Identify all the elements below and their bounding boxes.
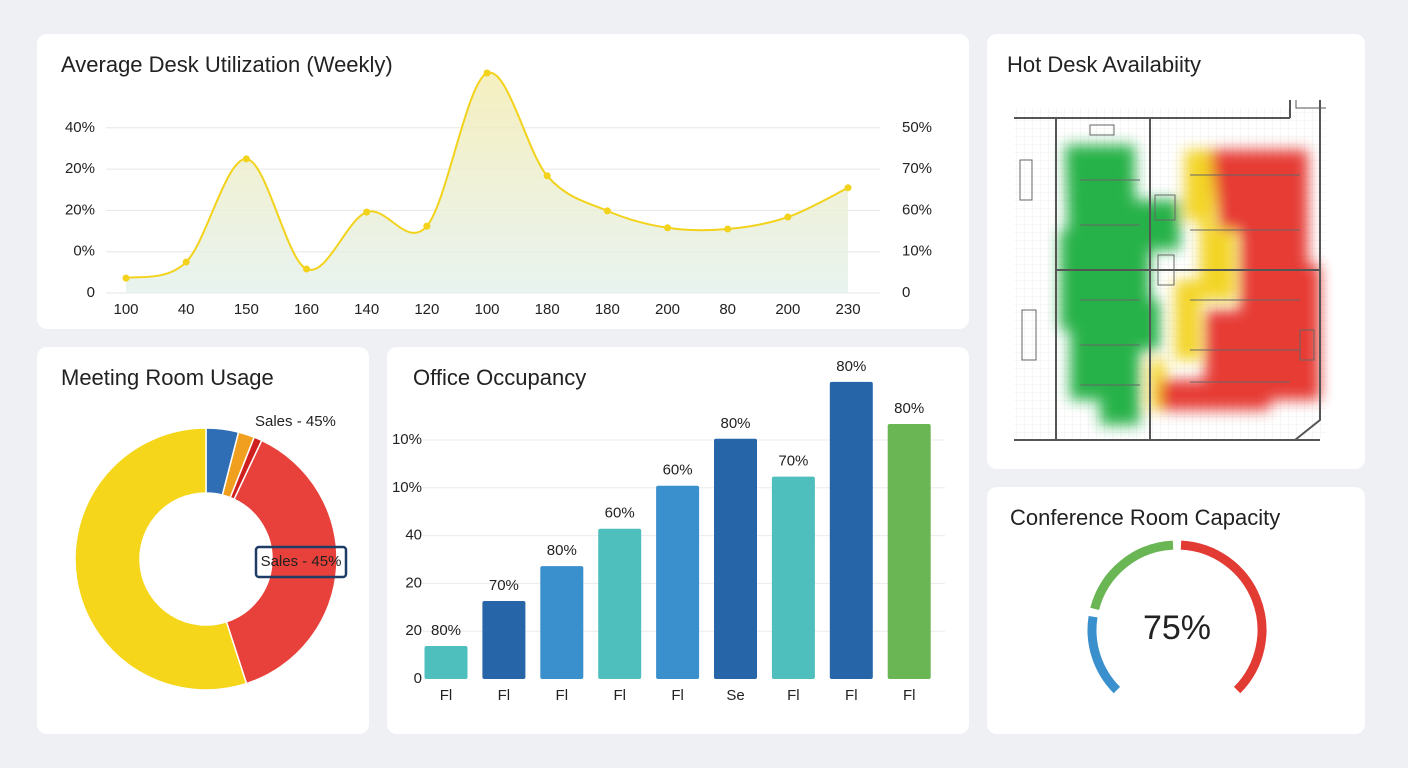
- bar-label: 70%: [778, 453, 808, 470]
- point: [423, 222, 431, 230]
- x-tick-label: Se: [726, 687, 744, 704]
- bar: [482, 601, 526, 679]
- bar-label: 80%: [431, 622, 461, 639]
- point: [784, 213, 792, 221]
- y-tick-label: 20%: [65, 160, 95, 177]
- x-tick-label: 180: [595, 301, 620, 318]
- x-tick-label: 40: [178, 301, 195, 318]
- floor-plan: [1014, 100, 1326, 441]
- y-tick-label: 10%: [392, 431, 422, 448]
- x-tick-label: Fl: [845, 687, 858, 704]
- point: [543, 172, 551, 180]
- point: [242, 155, 250, 163]
- point: [603, 207, 611, 215]
- x-tick-label: 200: [655, 301, 680, 318]
- y2-tick-label: 50%: [902, 119, 932, 136]
- bar: [771, 476, 815, 679]
- x-tick-label: 100: [475, 301, 500, 318]
- point: [363, 208, 371, 216]
- bar: [540, 566, 584, 679]
- point: [724, 225, 732, 233]
- y-tick-label: 20: [405, 622, 422, 639]
- chart-title: Conference Room Capacity: [1010, 505, 1280, 530]
- donut-segment: [74, 427, 248, 691]
- point: [664, 224, 672, 232]
- point: [483, 69, 491, 77]
- y2-tick-label: 0: [902, 284, 910, 301]
- x-tick-label: 120: [414, 301, 439, 318]
- bar-label: 80%: [547, 542, 577, 559]
- bar-label: 80%: [836, 358, 866, 375]
- bar: [598, 528, 642, 679]
- point: [303, 265, 311, 273]
- bar: [424, 645, 468, 679]
- bar-label: 60%: [663, 462, 693, 479]
- y-tick-label: 40%: [65, 119, 95, 136]
- gauge-segment: [1180, 540, 1267, 694]
- annotation: Sales - 45%: [261, 553, 342, 570]
- y2-tick-label: 70%: [902, 160, 932, 177]
- y-tick-label: 0%: [73, 243, 95, 260]
- y-tick-label: 0: [87, 284, 95, 301]
- y-tick-label: 0: [414, 670, 422, 687]
- x-tick-label: 80: [719, 301, 736, 318]
- x-tick-label: 180: [535, 301, 560, 318]
- bar-label: 60%: [605, 505, 635, 522]
- gauge-segment: [1090, 540, 1174, 611]
- x-tick-label: Fl: [498, 687, 511, 704]
- y-tick-label: 20%: [65, 201, 95, 218]
- chart-title: Office Occupancy: [413, 365, 586, 390]
- x-tick-label: 150: [234, 301, 259, 318]
- x-tick-label: 140: [354, 301, 379, 318]
- x-tick-label: 230: [836, 301, 861, 318]
- point: [844, 184, 852, 192]
- chart-title: Meeting Room Usage: [61, 365, 274, 390]
- bar: [887, 423, 931, 679]
- x-tick-label: Fl: [903, 687, 916, 704]
- x-tick-label: Fl: [787, 687, 800, 704]
- chart-title: Average Desk Utilization (Weekly): [61, 52, 393, 77]
- y-tick-label: 10%: [392, 479, 422, 496]
- gauge-segment: [1087, 616, 1121, 694]
- point: [182, 258, 190, 266]
- x-tick-label: Fl: [613, 687, 626, 704]
- bar-label: 80%: [894, 400, 924, 417]
- card: [987, 487, 1365, 734]
- y-tick-label: 40: [405, 527, 422, 544]
- annotation-box: [254, 545, 348, 579]
- bar-label: 70%: [489, 577, 519, 594]
- chart-title: Hot Desk Availabiity: [1007, 52, 1201, 77]
- x-tick-label: Fl: [556, 687, 569, 704]
- x-tick-label: Fl: [671, 687, 684, 704]
- area: [126, 72, 849, 294]
- annotation: Sales - 45%: [255, 413, 336, 430]
- bar-label: 80%: [720, 415, 750, 432]
- gauge-label: 75%: [1143, 609, 1211, 647]
- bar: [714, 438, 757, 679]
- bar: [656, 485, 700, 679]
- y2-tick-label: 60%: [902, 201, 932, 218]
- x-tick-label: 160: [294, 301, 319, 318]
- point: [122, 274, 130, 282]
- bar: [829, 381, 873, 679]
- y-tick-label: 20: [405, 574, 422, 591]
- donut-segment: [225, 439, 338, 685]
- x-tick-label: 100: [113, 301, 138, 318]
- x-tick-label: 200: [775, 301, 800, 318]
- x-tick-label: Fl: [440, 687, 453, 704]
- y2-tick-label: 10%: [902, 243, 932, 260]
